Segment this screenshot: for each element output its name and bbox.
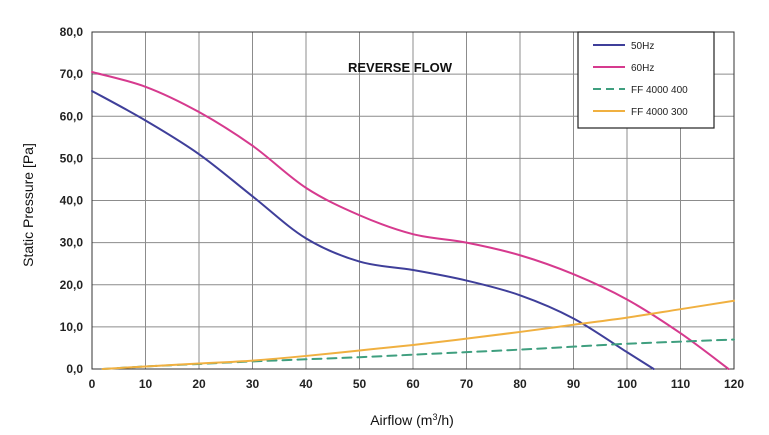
legend-label-60hz: 60Hz bbox=[631, 63, 654, 74]
legend-label-50hz: 50Hz bbox=[631, 41, 654, 52]
y-tick-label: 40,0 bbox=[60, 194, 84, 208]
x-tick-label: 10 bbox=[139, 377, 153, 391]
legend-label-ff4000-400: FF 4000 400 bbox=[631, 85, 688, 96]
x-tick-label: 60 bbox=[406, 377, 420, 391]
y-tick-label: 70,0 bbox=[60, 67, 84, 81]
x-tick-label: 40 bbox=[299, 377, 313, 391]
plot-border bbox=[91, 31, 735, 370]
y-tick-label: 80,0 bbox=[60, 25, 84, 39]
x-tick-label: 20 bbox=[192, 377, 206, 391]
x-tick-label: 100 bbox=[617, 377, 637, 391]
y-tick-label: 20,0 bbox=[60, 278, 84, 292]
legend: 50Hz 60Hz FF 4000 400 FF 4000 300 bbox=[577, 31, 715, 129]
x-tick-label: 70 bbox=[460, 377, 474, 391]
y-tick-label: 50,0 bbox=[60, 151, 84, 165]
x-axis-title-suffix: /h) bbox=[437, 412, 453, 428]
grid-lines bbox=[92, 32, 734, 369]
x-tick-label: 0 bbox=[89, 377, 96, 391]
chart-title: REVERSE FLOW bbox=[348, 60, 453, 75]
x-tick-label: 80 bbox=[513, 377, 527, 391]
x-tick-label: 120 bbox=[724, 377, 744, 391]
y-axis-title: Static Pressure [Pa] bbox=[20, 143, 36, 267]
tick-labels: 0 10 20 30 40 50 60 70 80 90 100 110 120 0,0 10,0 20,0 3… bbox=[60, 25, 745, 391]
x-tick-label: 30 bbox=[246, 377, 260, 391]
series-line-60hz bbox=[91, 71, 730, 370]
x-axis-title-main: Airflow (m bbox=[370, 412, 432, 428]
y-tick-label: 0,0 bbox=[66, 362, 83, 376]
y-tick-label: 60,0 bbox=[60, 109, 84, 123]
x-axis-title: Airflow (m3/h) bbox=[370, 412, 454, 428]
legend-label-ff4000-300: FF 4000 300 bbox=[631, 107, 688, 118]
x-axis-title-superscript: 3 bbox=[432, 412, 437, 422]
series-lines bbox=[91, 71, 735, 370]
x-tick-label: 110 bbox=[671, 377, 691, 391]
x-tick-label: 90 bbox=[567, 377, 581, 391]
x-tick-label: 50 bbox=[353, 377, 367, 391]
series-line-50hz bbox=[91, 89, 655, 370]
y-tick-label: 10,0 bbox=[60, 320, 84, 334]
series-line-ff4000-300 bbox=[101, 299, 735, 370]
y-tick-label: 30,0 bbox=[60, 236, 84, 250]
